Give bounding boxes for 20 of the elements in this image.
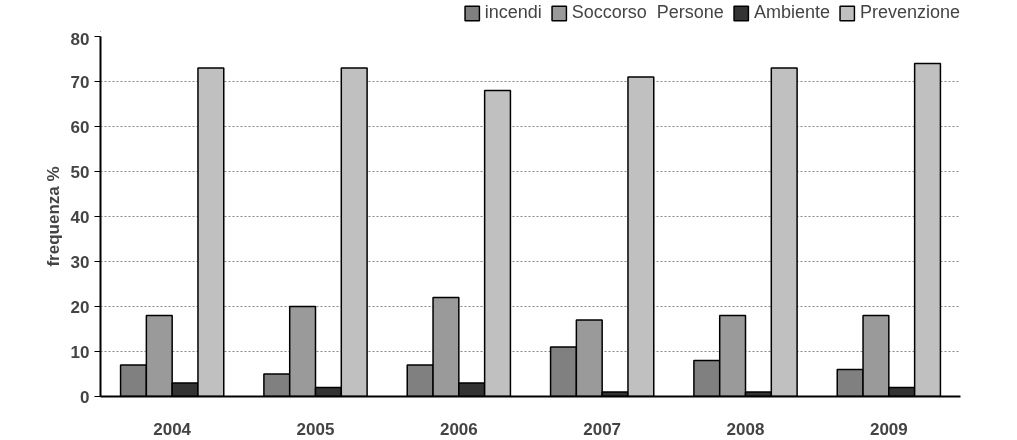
- y-tick-label: 0: [80, 387, 90, 407]
- x-tick-label: 2009: [869, 419, 908, 439]
- y-tick-label: 60: [70, 117, 90, 137]
- y-axis-title: frequenza %: [43, 166, 63, 267]
- y-tick-label: 20: [70, 297, 90, 317]
- legend-label: Ambiente: [753, 2, 830, 23]
- legend-label: Soccorso Persone: [571, 2, 724, 23]
- y-tick-label: 70: [70, 72, 90, 92]
- legend-label: incendi: [484, 2, 542, 23]
- y-tick-label: 40: [70, 207, 90, 227]
- y-tick-label: 30: [70, 252, 90, 272]
- x-tick-label: 2005: [296, 419, 335, 439]
- x-tick-label: 2007: [583, 419, 622, 439]
- y-tick-label: 50: [70, 162, 90, 182]
- x-tick-label: 2004: [153, 419, 192, 439]
- y-tick-label: 10: [70, 342, 90, 362]
- x-tick-label: 2006: [439, 419, 478, 439]
- y-tick-label: 80: [70, 29, 90, 49]
- x-tick-label: 2008: [726, 419, 765, 439]
- legend-label: Prevenzione: [859, 2, 960, 23]
